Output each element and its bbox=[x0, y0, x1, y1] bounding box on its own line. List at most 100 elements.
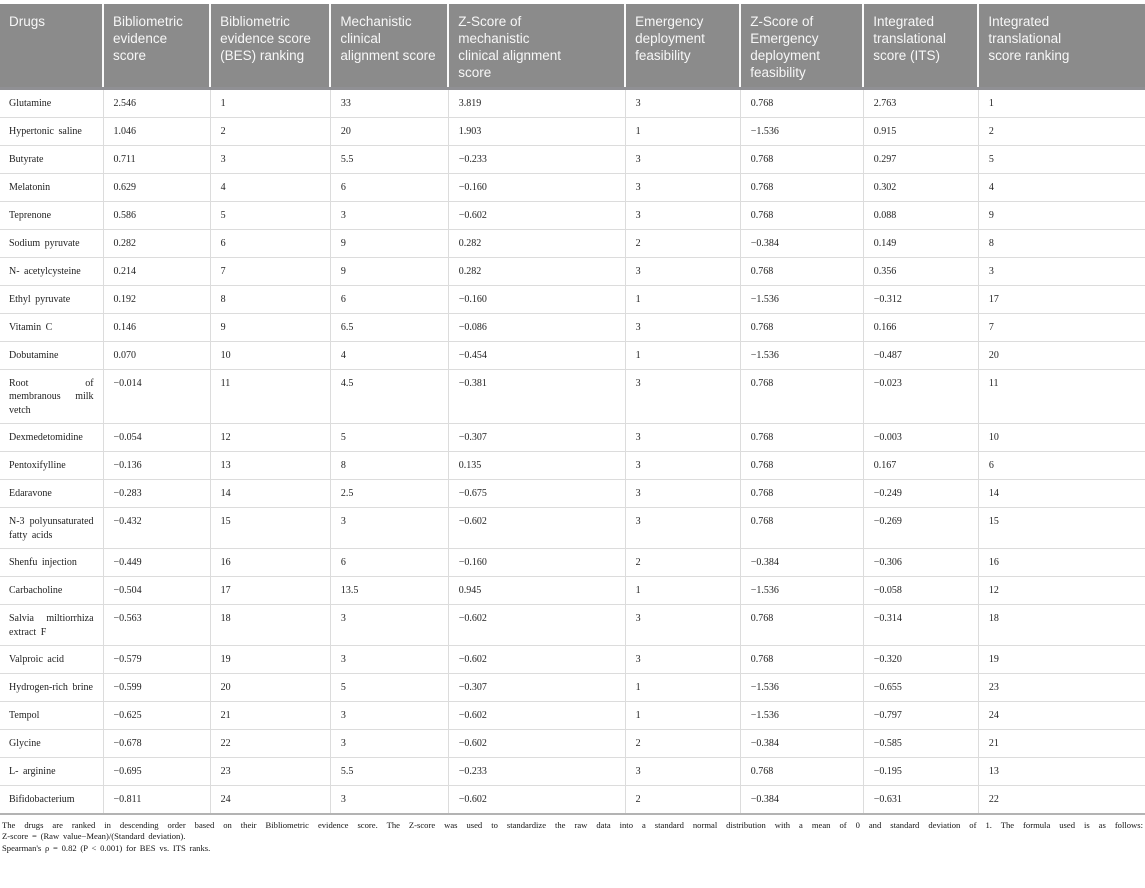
table-row: N- acetylcysteine 0.214 7 9 0.282 3 0.768 0.356… bbox=[0, 257, 1145, 286]
value-cell: 3 bbox=[329, 507, 449, 549]
drug-name-cell: Shenfu injection bbox=[0, 548, 104, 577]
value-cell: 0.768 bbox=[739, 479, 864, 508]
value-cell: 0.356 bbox=[862, 257, 979, 286]
value-cell: −0.655 bbox=[862, 673, 979, 702]
value-cell: 0.297 bbox=[862, 145, 979, 174]
value-cell: 20 bbox=[977, 341, 1145, 370]
column-header-0: Drugs bbox=[0, 4, 104, 90]
value-cell: 1 bbox=[624, 673, 741, 702]
value-cell: 0.768 bbox=[739, 507, 864, 549]
value-cell: −0.249 bbox=[862, 479, 979, 508]
value-cell: −0.054 bbox=[102, 423, 211, 452]
value-cell: −0.695 bbox=[102, 757, 211, 786]
drug-name-cell: Melatonin bbox=[0, 173, 104, 202]
column-header-7: Integrated translational score (ITS) bbox=[862, 4, 979, 90]
table-row: Melatonin 0.629 4 6 −0.160 3 0.768 0.302 4 bbox=[0, 173, 1145, 202]
value-cell: −1.536 bbox=[739, 576, 864, 605]
drug-name-cell: Vitamin C bbox=[0, 313, 104, 342]
value-cell: −0.432 bbox=[102, 507, 211, 549]
value-cell: 0.945 bbox=[447, 576, 626, 605]
value-cell: −0.014 bbox=[102, 369, 211, 424]
value-cell: −1.536 bbox=[739, 341, 864, 370]
column-header-4: Z-Score of mechanistic clinical alignmen… bbox=[447, 4, 626, 90]
value-cell: 13 bbox=[977, 757, 1145, 786]
value-cell: 24 bbox=[977, 701, 1145, 730]
drug-name-cell: Tempol bbox=[0, 701, 104, 730]
value-cell: 6 bbox=[977, 451, 1145, 480]
value-cell: 11 bbox=[209, 369, 331, 424]
value-cell: 0.167 bbox=[862, 451, 979, 480]
value-cell: 17 bbox=[209, 576, 331, 605]
value-cell: 16 bbox=[977, 548, 1145, 577]
value-cell: 0.768 bbox=[739, 257, 864, 286]
table-row: Dobutamine 0.070 10 4 −0.454 1 −1.536 −0.487 20 bbox=[0, 341, 1145, 370]
drug-name-cell: Hydrogen-rich brine bbox=[0, 673, 104, 702]
table-row: Sodium pyruvate 0.282 6 9 0.282 2 −0.384 0.149 8 bbox=[0, 229, 1145, 258]
drug-name-cell: Bifidobacterium bbox=[0, 785, 104, 815]
value-cell: 3 bbox=[624, 313, 741, 342]
value-cell: −1.536 bbox=[739, 701, 864, 730]
table-row: Edaravone −0.283 14 2.5 −0.675 3 0.768 −0.249 14 bbox=[0, 479, 1145, 508]
value-cell: −0.160 bbox=[447, 285, 626, 314]
value-cell: 0.166 bbox=[862, 313, 979, 342]
value-cell: 0.586 bbox=[102, 201, 211, 230]
drug-name-cell: Butyrate bbox=[0, 145, 104, 174]
value-cell: 12 bbox=[209, 423, 331, 452]
value-cell: −1.536 bbox=[739, 285, 864, 314]
value-cell: 3 bbox=[624, 173, 741, 202]
value-cell: 9 bbox=[329, 229, 449, 258]
table-row: Pentoxifylline −0.136 13 8 0.135 3 0.768 0.167 6 bbox=[0, 451, 1145, 480]
value-cell: 4 bbox=[209, 173, 331, 202]
value-cell: 7 bbox=[977, 313, 1145, 342]
column-header-2: Bibliometric evidence score (BES) rankin… bbox=[209, 4, 331, 90]
value-cell: 2.763 bbox=[862, 88, 979, 118]
value-cell: 0.149 bbox=[862, 229, 979, 258]
value-cell: −0.678 bbox=[102, 729, 211, 758]
value-cell: −1.536 bbox=[739, 673, 864, 702]
value-cell: 3 bbox=[624, 479, 741, 508]
value-cell: −1.536 bbox=[739, 117, 864, 146]
value-cell: −0.631 bbox=[862, 785, 979, 815]
value-cell: 1 bbox=[624, 576, 741, 605]
table-row: Butyrate 0.711 3 5.5 −0.233 3 0.768 0.297 5 bbox=[0, 145, 1145, 174]
value-cell: 2 bbox=[624, 785, 741, 815]
value-cell: 3 bbox=[329, 201, 449, 230]
table-row: Valproic acid −0.579 19 3 −0.602 3 0.768 −0.320… bbox=[0, 645, 1145, 674]
value-cell: −0.233 bbox=[447, 757, 626, 786]
value-cell: 15 bbox=[977, 507, 1145, 549]
value-cell: −0.381 bbox=[447, 369, 626, 424]
drug-name-cell: N- acetylcysteine bbox=[0, 257, 104, 286]
value-cell: 14 bbox=[977, 479, 1145, 508]
table-row: Hypertonic saline 1.046 2 20 1.903 1 −1.536 0.9… bbox=[0, 117, 1145, 146]
value-cell: 2.5 bbox=[329, 479, 449, 508]
value-cell: 3 bbox=[624, 645, 741, 674]
table-row: Tempol −0.625 21 3 −0.602 1 −1.536 −0.797 24 bbox=[0, 701, 1145, 730]
value-cell: 0.192 bbox=[102, 285, 211, 314]
value-cell: −0.269 bbox=[862, 507, 979, 549]
value-cell: −0.306 bbox=[862, 548, 979, 577]
value-cell: 4.5 bbox=[329, 369, 449, 424]
drug-name-cell: L- arginine bbox=[0, 757, 104, 786]
value-cell: 1 bbox=[624, 341, 741, 370]
value-cell: −0.675 bbox=[447, 479, 626, 508]
value-cell: 2.546 bbox=[102, 88, 211, 118]
value-cell: 0.711 bbox=[102, 145, 211, 174]
value-cell: 3 bbox=[624, 604, 741, 646]
table-row: Vitamin C 0.146 9 6.5 −0.086 3 0.768 0.166 7 bbox=[0, 313, 1145, 342]
value-cell: −0.307 bbox=[447, 423, 626, 452]
value-cell: 2 bbox=[624, 548, 741, 577]
column-header-3: Mechanistic clinical alignment score bbox=[329, 4, 449, 90]
value-cell: −0.312 bbox=[862, 285, 979, 314]
table-row: Ethyl pyruvate 0.192 8 6 −0.160 1 −1.536 −0.312… bbox=[0, 285, 1145, 314]
value-cell: −0.797 bbox=[862, 701, 979, 730]
value-cell: 0.214 bbox=[102, 257, 211, 286]
value-cell: 16 bbox=[209, 548, 331, 577]
value-cell: 0.768 bbox=[739, 604, 864, 646]
value-cell: −0.602 bbox=[447, 729, 626, 758]
value-cell: 5 bbox=[977, 145, 1145, 174]
value-cell: 10 bbox=[977, 423, 1145, 452]
drug-name-cell: Edaravone bbox=[0, 479, 104, 508]
value-cell: 3 bbox=[624, 88, 741, 118]
column-header-1: Bibliometric evidence score bbox=[102, 4, 211, 90]
value-cell: 3 bbox=[624, 201, 741, 230]
